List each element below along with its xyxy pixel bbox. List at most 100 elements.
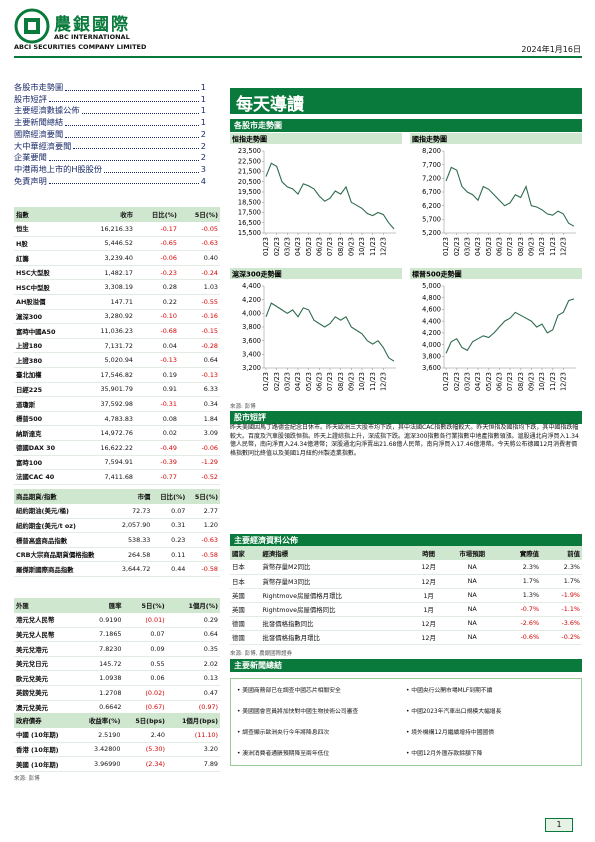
cell: -0.6% — [499, 630, 542, 645]
cell: 道瓊斯 — [14, 396, 80, 412]
cell: 37,592.98 — [79, 396, 135, 412]
cell: 0.29 — [166, 612, 220, 628]
toc-page: 3 — [200, 163, 206, 174]
cell: -0.13 — [178, 367, 220, 383]
toc-page: 4 — [200, 175, 206, 186]
cell: 0.04 — [135, 338, 179, 354]
x-tick-label: 12/23 — [560, 372, 568, 391]
row: 紐約期油(美元/桶) 72.73 0.07 2.77 — [14, 503, 220, 519]
toc-page: 1 — [200, 117, 206, 128]
toc: 各股市走勢圖 1 股市短評 1 主要經濟數據公佈 1 主要新聞總結 1 國際經濟要聞 2 大中華經濟… — [14, 82, 206, 187]
news-text: 美國商務部已在調查中國芯片相關安全 — [242, 688, 341, 694]
cell: 147.71 — [79, 294, 135, 310]
y-tick-label: 23,500 — [238, 147, 261, 155]
toc-page: 2 — [200, 140, 206, 151]
row: 上證180 7,131.72 0.04 -0.28 — [14, 338, 220, 354]
row: 富時100 7,594.91 -0.39 -1.29 — [14, 455, 220, 471]
x-tick-label: 01/23 — [442, 372, 450, 391]
x-tick-label: 11/23 — [549, 372, 557, 391]
x-tick-label: 03/23 — [464, 372, 472, 391]
toc-leader — [48, 176, 199, 185]
x-tick-label: 07/23 — [506, 372, 514, 391]
cell: -0.17 — [135, 221, 179, 237]
chart-title-bg — [410, 133, 582, 144]
row: 上證380 5,020.94 -0.13 0.64 — [14, 352, 220, 369]
y-tick-label: 4,400 — [242, 282, 261, 290]
cell: 0.23 — [152, 532, 188, 548]
cell: 批發價格指數月環比 — [260, 630, 412, 645]
chart-title-bg — [230, 268, 402, 279]
x-tick-label: 09/23 — [348, 372, 356, 391]
y-tick-label: 21,500 — [238, 168, 261, 176]
x-tick-label: 12/23 — [380, 237, 388, 256]
cell: Rightmove房屋價格月環比 — [260, 588, 412, 603]
cell: -0.24 — [178, 265, 220, 281]
logo — [14, 8, 50, 44]
x-tick-label: 10/23 — [358, 237, 366, 256]
row: 歐元兌美元 1.0938 0.06 0.13 — [14, 670, 220, 687]
cell: 0.28 — [135, 279, 179, 296]
bullet: • — [237, 688, 243, 694]
header-row: 政府債券 收益率(%) 5日(bps) 1個月(bps) — [14, 713, 220, 728]
news-item: • 中國央行公開市場MLF到期不續 — [406, 687, 575, 695]
x-tick-label: 03/23 — [284, 237, 292, 256]
x-tick-label: 11/23 — [369, 372, 377, 391]
cell: 中國 (10年期) — [14, 727, 76, 743]
news-item: • 中國2023年汽車出口規模大幅增長 — [406, 708, 575, 716]
x-tick-label: 08/23 — [517, 237, 525, 256]
x-tick-label: 10/23 — [538, 372, 546, 391]
row: 臺北加權 17,546.82 0.19 -0.13 — [14, 367, 220, 383]
cell: 臺北加權 — [14, 367, 80, 383]
cell: -0.7% — [499, 602, 542, 617]
cell: (0.01) — [123, 612, 167, 628]
section-heading: 各股市走勢圖 — [230, 119, 582, 132]
cell: 3.09 — [178, 425, 220, 441]
toc-row: 免責声明 4 — [14, 176, 206, 188]
news-item: • 調查顯示歐洲央行今年將降息四次 — [237, 729, 406, 737]
x-tick-label: 04/23 — [474, 372, 482, 391]
header-row: 國家 經濟指標 時間 市場預期 實際值 前值 — [230, 546, 582, 560]
cell: H股 — [14, 236, 80, 252]
y-tick-label: 6,200 — [422, 202, 441, 210]
toc-leader — [73, 141, 199, 150]
cell: 5,020.94 — [79, 352, 135, 369]
banner: 每天導讀 — [230, 88, 582, 115]
row: 德國DAX 30 16,622.22 -0.49 -0.06 — [14, 440, 220, 456]
fx-table: 外匯 匯率 5日(%) 1個月(%) 港元兌人民幣 0.9190 (0.01) 0.29 美元兌… — [14, 598, 220, 716]
bullet: • — [406, 730, 412, 736]
cell: NA — [445, 602, 500, 617]
cell: 2.3% — [541, 560, 582, 575]
cell: -0.63 — [187, 532, 220, 548]
y-tick-label: 19,500 — [238, 188, 261, 196]
cell: -0.55 — [178, 294, 220, 310]
cell: 德國 — [230, 616, 261, 631]
cell: 0.64 — [178, 352, 220, 369]
y-tick-label: 8,200 — [422, 147, 441, 155]
row: 恒生 16,216.33 -0.17 -0.05 — [14, 221, 220, 237]
cell: -0.52 — [178, 469, 220, 485]
cell: 英鎊兌美元 — [14, 685, 82, 701]
column-header: 日比(%) — [135, 207, 179, 222]
row: 日本 貨幣存量M3同比 12月 NA 1.7% 1.7% — [230, 574, 582, 589]
cell: 3.42800 — [75, 742, 123, 758]
cell: 德國DAX 30 — [14, 440, 80, 456]
cell: NA — [445, 630, 500, 645]
toc-leader — [65, 117, 199, 126]
header-rule — [14, 56, 582, 58]
bullet: • — [406, 688, 412, 694]
row: 中國 (10年期) 2.5190 2.40 (11.10) — [14, 727, 220, 743]
cell: -2.6% — [499, 616, 542, 631]
toc-leader — [65, 129, 199, 138]
column-header: 經濟指標 — [260, 546, 412, 560]
y-tick-label: 6,700 — [422, 188, 441, 196]
toc-title: 各股市走勢圖 — [14, 82, 64, 92]
news-item: • 澳洲消費者通脹預期降至兩年低位 — [237, 750, 406, 758]
x-tick-label: 04/23 — [294, 372, 302, 391]
news-item: • 美國國會官員將加快對中國生物技術公司審查 — [237, 708, 406, 716]
y-tick-label: 4,000 — [242, 310, 261, 318]
cell: 12月 — [411, 574, 446, 589]
cell: -0.06 — [135, 250, 179, 266]
y-tick-label: 7,200 — [422, 175, 441, 183]
column-header: 5日(%) — [178, 207, 220, 222]
